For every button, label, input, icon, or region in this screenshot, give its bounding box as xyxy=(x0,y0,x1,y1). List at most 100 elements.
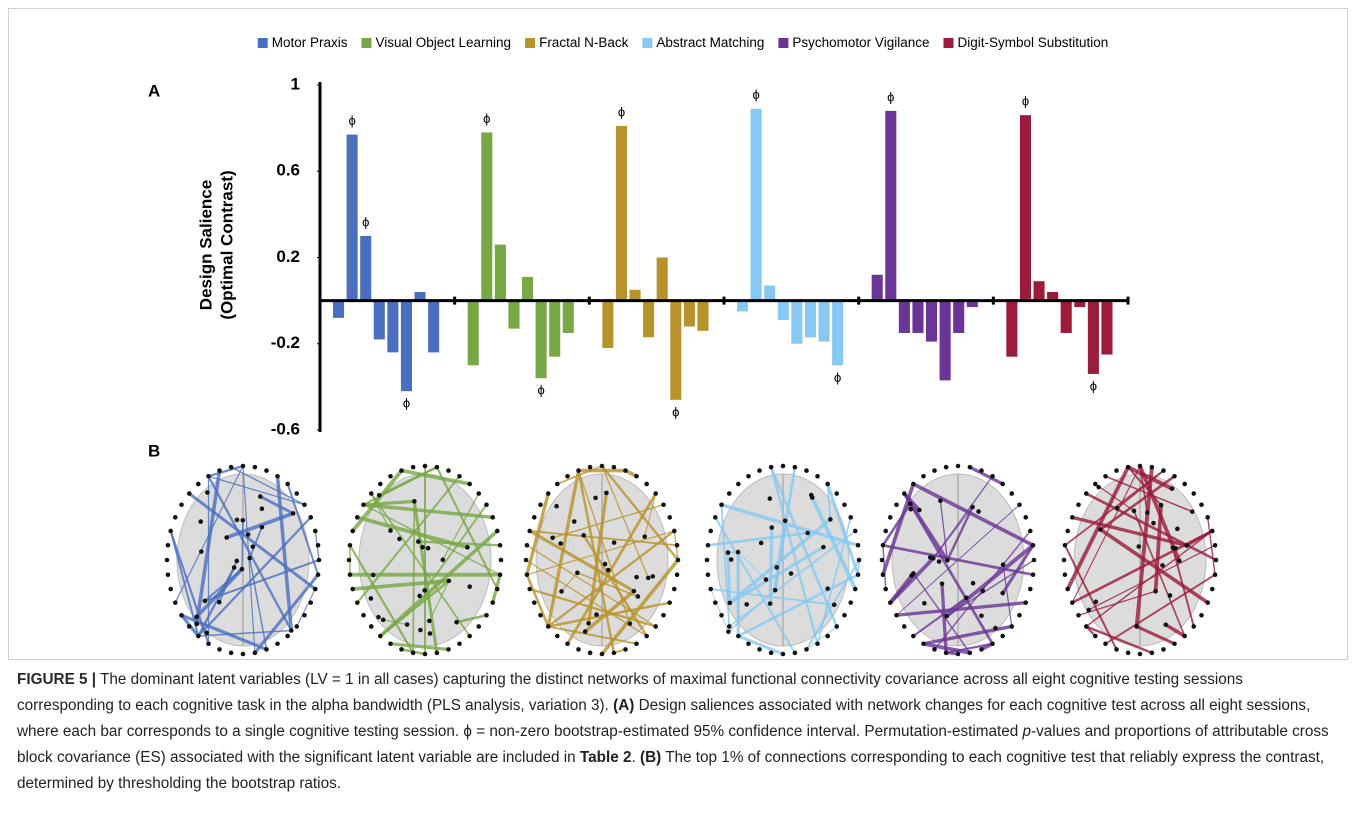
electrode xyxy=(911,482,916,487)
electrode xyxy=(676,558,681,563)
electrode xyxy=(736,550,741,555)
electrode xyxy=(168,587,173,592)
electrode xyxy=(938,498,943,503)
bar xyxy=(778,301,789,320)
bar xyxy=(670,301,681,400)
electrode xyxy=(944,651,949,656)
electrode xyxy=(667,600,672,605)
bar xyxy=(832,301,843,366)
electrode xyxy=(206,641,211,646)
legend-label: Visual Object Learning xyxy=(375,35,511,50)
electrode xyxy=(1065,587,1070,592)
bar xyxy=(643,301,654,338)
electrode xyxy=(1214,558,1219,563)
electrode xyxy=(1161,647,1166,652)
electrode xyxy=(1182,634,1187,639)
electrode xyxy=(880,558,885,563)
electrode xyxy=(187,491,192,496)
bar xyxy=(940,301,951,381)
electrode xyxy=(588,465,593,470)
significance-marker: ϕ xyxy=(537,383,544,398)
electrode xyxy=(275,641,280,646)
electrode xyxy=(937,559,942,564)
electrode xyxy=(911,634,916,639)
electrode xyxy=(308,600,313,605)
electrode xyxy=(828,517,833,522)
electrode xyxy=(944,614,949,619)
electrode xyxy=(525,572,530,577)
electrode xyxy=(423,652,428,657)
electrode xyxy=(805,531,810,536)
electrode xyxy=(789,571,794,576)
electrode xyxy=(917,508,922,513)
electrode xyxy=(196,482,201,487)
electrode xyxy=(945,558,950,563)
electrode xyxy=(484,613,489,618)
electrode xyxy=(316,543,321,548)
bar xyxy=(737,301,748,312)
electrode xyxy=(302,502,307,507)
electrode xyxy=(821,545,826,550)
electrode xyxy=(546,624,551,629)
electrode xyxy=(1213,572,1218,577)
electrode xyxy=(713,515,718,520)
electrode xyxy=(908,507,913,512)
electrode xyxy=(781,464,786,469)
electrode xyxy=(1213,543,1218,548)
significance-marker: ϕ xyxy=(403,396,410,411)
electrode xyxy=(612,540,617,545)
electrode xyxy=(229,465,234,470)
electrode xyxy=(1184,543,1189,548)
electrode xyxy=(1172,474,1177,479)
bar xyxy=(347,135,358,301)
electrode xyxy=(1161,468,1166,473)
bar xyxy=(481,132,492,300)
electrode xyxy=(495,529,500,534)
electrode xyxy=(744,602,749,607)
electrode xyxy=(793,651,798,656)
electrode xyxy=(815,474,820,479)
significance-marker: ϕ xyxy=(362,214,369,229)
electrode xyxy=(229,651,234,656)
electrode xyxy=(435,651,440,656)
electrode xyxy=(194,615,199,620)
electrode xyxy=(417,594,422,599)
electrode xyxy=(1168,593,1173,598)
electrode xyxy=(719,613,724,618)
electrode xyxy=(457,474,462,479)
electrode xyxy=(604,491,609,496)
bar xyxy=(360,236,371,301)
electrode xyxy=(1000,482,1005,487)
electrode xyxy=(932,647,937,652)
electrode xyxy=(842,613,847,618)
electrode xyxy=(1000,634,1005,639)
electrode xyxy=(1103,474,1108,479)
electrode xyxy=(264,468,269,473)
electrode xyxy=(729,557,734,562)
electrode xyxy=(661,502,666,507)
legend-label: Digit-Symbol Substitution xyxy=(957,35,1108,50)
electrode xyxy=(411,465,416,470)
electrode xyxy=(173,600,178,605)
electrode xyxy=(857,558,862,563)
electrode xyxy=(1115,506,1120,511)
electrode xyxy=(708,587,713,592)
electrode xyxy=(199,549,204,554)
electrode xyxy=(350,529,355,534)
legend-label: Psychomotor Vigilance xyxy=(792,35,929,50)
bar xyxy=(468,301,479,366)
bar xyxy=(401,301,412,392)
electrode xyxy=(1084,624,1089,629)
brain-network xyxy=(347,464,504,657)
electrode xyxy=(825,586,830,591)
electrode xyxy=(1160,563,1165,568)
bar xyxy=(1088,301,1099,374)
electrode xyxy=(768,601,773,606)
electrode xyxy=(348,543,353,548)
electrode xyxy=(538,502,543,507)
electrode xyxy=(198,519,203,524)
significance-marker: ϕ xyxy=(483,111,490,126)
electrode xyxy=(1086,608,1091,613)
electrode xyxy=(644,634,649,639)
caption-label: FIGURE 5 | xyxy=(17,671,96,688)
